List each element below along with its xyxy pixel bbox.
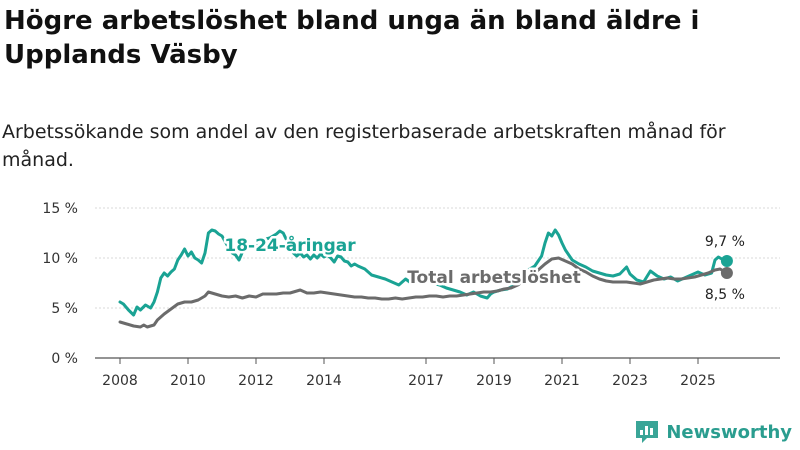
page-subtitle: Arbetssökande som andel av den registerb… bbox=[2, 121, 726, 171]
series-end-point bbox=[720, 267, 733, 279]
x-tick-label: 2023 bbox=[612, 373, 648, 389]
series-line-youth bbox=[118, 228, 729, 317]
grid-layer: 0 % 5 % 10 % 15 % 2008 2010 2012 2014 2017 2019 20… bbox=[42, 201, 780, 389]
x-tick-label: 2012 bbox=[238, 373, 274, 389]
end-value-label: 9,7 % bbox=[705, 234, 745, 250]
end-value-label: 8,5 % bbox=[705, 287, 745, 303]
line-chart: 0 % 5 % 10 % 15 % 2008 2010 2012 2014 2017 2019 20… bbox=[42, 201, 780, 389]
page-title: Högre arbetslöshet bland unga än bland ä… bbox=[4, 6, 700, 70]
series-end-point bbox=[720, 255, 733, 267]
series-layer bbox=[118, 228, 733, 329]
x-tick-label: 2019 bbox=[476, 373, 512, 389]
series-line-total bbox=[118, 256, 729, 329]
x-tick-label: 2017 bbox=[408, 373, 444, 389]
x-tick-label: 2021 bbox=[544, 373, 580, 389]
x-tick-label: 2010 bbox=[170, 373, 206, 389]
brand-logo: Newsworthy bbox=[634, 418, 792, 446]
y-tick-label: 0 % bbox=[51, 351, 78, 367]
x-tick-label: 2014 bbox=[306, 373, 342, 389]
y-tick-label: 10 % bbox=[42, 251, 78, 267]
y-tick-label: 5 % bbox=[51, 301, 78, 317]
series-label: Total arbetslöshet bbox=[407, 268, 581, 288]
y-tick-label: 15 % bbox=[42, 201, 78, 217]
series-label: 18-24-åringar bbox=[224, 234, 356, 256]
series-label-halo: Total arbetslöshet bbox=[407, 268, 581, 288]
label-layer: 9,7 %8,5 %18-24-åringar18-24-åringarTota… bbox=[222, 232, 745, 304]
series-label-halo: 18-24-åringar bbox=[224, 234, 356, 256]
brand-name: Newsworthy bbox=[666, 421, 792, 443]
newsworthy-logo-icon bbox=[636, 421, 659, 443]
x-tick-label: 2008 bbox=[102, 373, 138, 389]
x-tick-label: 2025 bbox=[680, 373, 716, 389]
